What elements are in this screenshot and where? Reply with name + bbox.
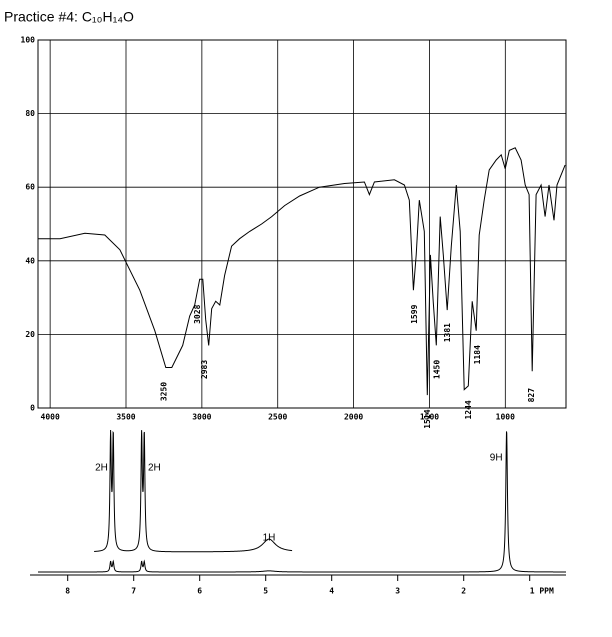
nmr-spectrum: 8 7 6 5 4 3 2 1 PPM 2H 2H 1H 9H: [30, 429, 566, 596]
y-tick-label: 100: [21, 36, 36, 45]
x-tick-label: 1 PPM: [530, 587, 554, 596]
x-tick-label: 5: [263, 587, 268, 596]
peak-label: 827: [527, 388, 536, 403]
x-tick-label: 8: [65, 587, 70, 596]
peak-label: 1184: [473, 345, 482, 364]
y-tick-label: 40: [25, 256, 35, 265]
x-tick-label: 7: [131, 587, 136, 596]
peak-label: 1514: [423, 409, 432, 428]
integration-label: 9H: [490, 453, 503, 464]
integration-label: 2H: [148, 463, 161, 474]
y-tick-label: 60: [25, 183, 35, 192]
x-tick-label: 3000: [192, 413, 211, 422]
y-tick-label: 20: [25, 330, 35, 339]
y-tick-label: 80: [25, 109, 35, 118]
peak-label: 2983: [200, 360, 209, 379]
x-tick-label: 1000: [496, 413, 515, 422]
integration-label: 1H: [263, 533, 276, 544]
x-tick-label: 4000: [41, 413, 60, 422]
x-tick-label: 2000: [344, 413, 363, 422]
peak-label: 1599: [410, 304, 419, 323]
x-tick-label: 2: [461, 587, 466, 596]
x-tick-label: 4: [329, 587, 334, 596]
plot-frame: [37, 39, 567, 409]
ir-trace: [38, 147, 566, 396]
integration-label: 2H: [95, 463, 108, 474]
peak-label: 3028: [193, 304, 202, 323]
x-tick-label: 1500: [420, 413, 439, 422]
page-title: Practice #4: C₁₀H₁₄O: [4, 9, 134, 25]
x-tick-label: 3: [395, 587, 400, 596]
peak-label: 3250: [159, 382, 168, 401]
nmr-inset-trace: [94, 429, 293, 553]
ir-spectrum: 0 20 40 60 80 100 4000 3500 3000 2500 2000 1500 1000…: [21, 36, 567, 429]
nmr-trace: [38, 431, 566, 573]
peak-label: 1450: [433, 360, 442, 379]
x-tick-label: 6: [197, 587, 202, 596]
peak-label: 1244: [464, 400, 473, 419]
x-tick-label: 3500: [116, 413, 135, 422]
peak-label: 1381: [443, 323, 452, 342]
y-tick-label: 0: [30, 404, 35, 413]
x-tick-label: 2500: [268, 413, 287, 422]
